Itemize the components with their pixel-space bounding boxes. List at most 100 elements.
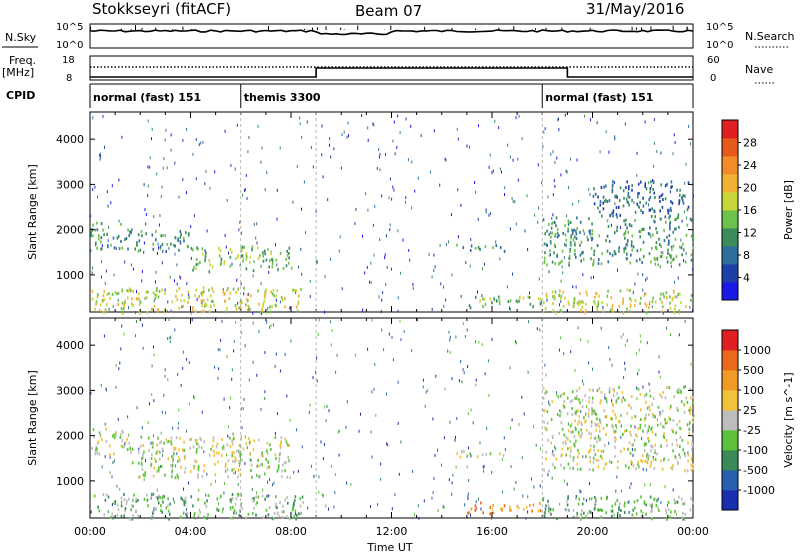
echo-cell: [294, 512, 296, 516]
echo-cell: [262, 304, 264, 308]
echo-cell: [553, 453, 555, 457]
echo-cell: [121, 301, 124, 305]
echo-cell: [574, 249, 576, 253]
echo-cell: [268, 465, 270, 469]
echo-cell: [153, 399, 155, 403]
echo-cell: [145, 213, 147, 216]
echo-cell: [651, 426, 653, 430]
echo-cell: [437, 509, 439, 512]
echo-cell: [594, 453, 597, 457]
echo-cell: [239, 509, 241, 513]
echo-cell: [643, 418, 646, 422]
echo-cell: [293, 499, 296, 502]
echo-cell: [602, 207, 605, 211]
echo-cell: [178, 448, 180, 452]
echo-cell: [161, 243, 164, 247]
echo-cell: [611, 402, 614, 406]
echo-cell: [522, 507, 525, 511]
echo-cell: [517, 157, 519, 161]
echo-cell: [180, 232, 182, 236]
echo-cell: [179, 436, 181, 440]
echo-cell: [261, 146, 263, 150]
echo-cell: [626, 180, 628, 184]
echo-cell: [482, 305, 484, 308]
echo-cell: [645, 304, 648, 308]
echo-cell: [615, 424, 617, 427]
echo-cell: [451, 492, 453, 496]
echo-cell: [217, 376, 219, 380]
echo-cell: [151, 233, 154, 237]
echo-cell: [543, 260, 546, 263]
echo-cell: [279, 444, 282, 447]
echo-cell: [164, 368, 166, 372]
echo-cell: [127, 415, 129, 419]
echo-cell: [129, 446, 131, 450]
echo-cell: [692, 246, 695, 250]
echo-cell: [630, 460, 632, 464]
echo-cell: [638, 191, 640, 195]
echo-cell: [94, 185, 96, 189]
echo-cell: [197, 247, 199, 251]
echo-cell: [278, 514, 280, 518]
echo-cell: [214, 473, 217, 477]
echo-cell: [652, 180, 655, 184]
echo-cell: [556, 517, 558, 521]
echo-cell: [243, 245, 245, 249]
echo-cell: [643, 394, 646, 398]
echo-cell: [170, 133, 172, 137]
echo-cell: [620, 413, 622, 417]
echo-cell: [572, 459, 575, 462]
echo-cell: [294, 495, 297, 499]
echo-cell: [670, 254, 673, 258]
echo-cell: [440, 282, 442, 286]
echo-cell: [488, 359, 490, 363]
echo-cell: [548, 403, 551, 407]
echo-cell: [92, 234, 94, 238]
echo-cell: [674, 237, 677, 241]
echo-cell: [652, 219, 655, 223]
echo-cell: [131, 461, 134, 465]
echo-cell: [579, 467, 582, 471]
echo-cell: [295, 305, 298, 309]
echo-cell: [118, 219, 120, 223]
echo-cell: [590, 436, 592, 440]
echo-cell: [264, 292, 266, 296]
echo-cell: [564, 242, 566, 246]
echo-cell: [593, 436, 596, 440]
echo-cell: [198, 143, 200, 147]
echo-cell: [191, 248, 194, 252]
echo-cell: [627, 447, 629, 451]
echo-cell: [150, 495, 153, 499]
echo-cell: [224, 482, 225, 485]
echo-cell: [597, 422, 599, 426]
echo-cell: [494, 119, 496, 123]
echo-cell: [492, 246, 494, 250]
echo-cell: [539, 298, 542, 301]
echo-cell: [99, 152, 101, 156]
echo-cell: [463, 449, 465, 453]
echo-cell: [251, 475, 253, 479]
echo-cell: [236, 278, 238, 282]
echo-cell: [423, 499, 425, 503]
echo-cell: [566, 482, 568, 486]
echo-cell: [597, 508, 599, 512]
echo-cell: [296, 309, 299, 313]
echo-cell: [655, 241, 658, 245]
echo-cell: [466, 465, 468, 469]
echo-cell: [264, 497, 266, 501]
echo-cell: [196, 297, 198, 301]
echo-cell: [161, 510, 163, 514]
echo-cell: [100, 383, 102, 387]
echo-cell: [417, 176, 419, 180]
echo-cell: [543, 130, 545, 134]
echo-cell: [645, 400, 647, 404]
echo-cell: [671, 201, 674, 205]
echo-cell: [261, 494, 264, 498]
echo-cell: [562, 271, 564, 275]
echo-cell: [642, 240, 645, 244]
echo-cell: [535, 443, 537, 447]
echo-cell: [226, 453, 227, 457]
echo-cell: [522, 296, 525, 300]
echo-cell: [279, 146, 281, 150]
echo-cell: [676, 188, 678, 192]
